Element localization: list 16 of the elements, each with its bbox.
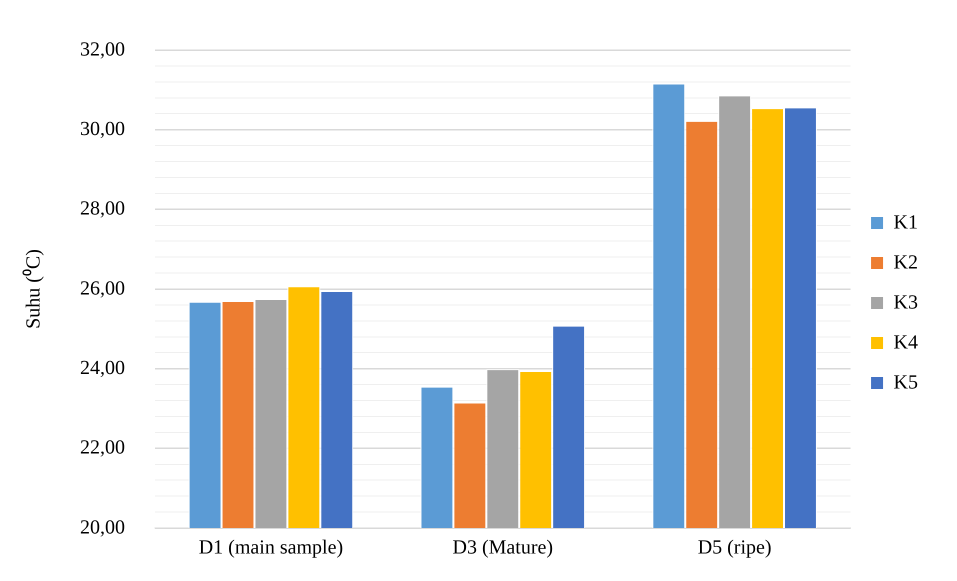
legend-label: K2 xyxy=(894,251,918,274)
y-axis-title: Suhu (⁰C) xyxy=(21,249,44,329)
legend-label: K1 xyxy=(894,211,918,234)
y-tick-label: 26,00 xyxy=(80,277,125,300)
y-tick-label: 20,00 xyxy=(80,516,125,538)
y-tick-label: 28,00 xyxy=(80,198,125,220)
x-tick-label: D3 (Mature) xyxy=(452,536,554,558)
y-tick-label: 22,00 xyxy=(80,436,125,459)
x-tick-label: D5 (ripe) xyxy=(698,536,772,558)
legend-label: K5 xyxy=(894,371,918,394)
y-tick-label: 30,00 xyxy=(80,118,125,140)
x-tick-label: D1 (main sample) xyxy=(198,536,344,558)
legend-label: K4 xyxy=(894,331,918,354)
y-tick-label: 24,00 xyxy=(80,356,125,379)
y-tick-label: 32,00 xyxy=(80,38,125,60)
legend-label: K3 xyxy=(894,291,918,314)
